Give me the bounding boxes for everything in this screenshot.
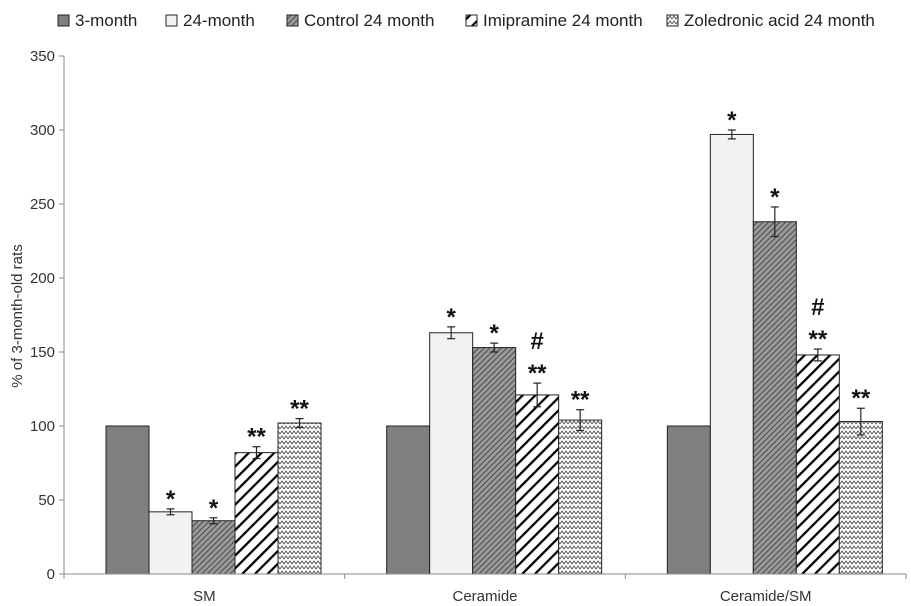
significance-marker: ** <box>851 385 870 412</box>
legend-swatch <box>666 14 679 27</box>
significance-marker: * <box>446 304 456 331</box>
y-tick-label: 200 <box>30 270 55 287</box>
y-tick-label: 350 <box>30 48 55 65</box>
legend-label: Control 24 month <box>304 11 434 30</box>
x-category-label: SM <box>193 588 216 605</box>
bar <box>472 347 517 575</box>
bar <box>666 425 711 575</box>
legend-label: Zoledronic acid 24 month <box>684 11 875 30</box>
significance-marker: # <box>811 294 824 321</box>
significance-marker: ** <box>528 360 547 387</box>
y-tick-label: 250 <box>30 196 55 213</box>
significance-marker: ** <box>290 396 309 423</box>
y-tick-label: 300 <box>30 122 55 139</box>
significance-marker: * <box>727 107 737 134</box>
bar <box>515 394 560 575</box>
bar <box>429 332 474 575</box>
significance-marker: * <box>166 486 176 513</box>
y-axis: 0 50 100 150 200 250 300 350 <box>30 48 65 583</box>
legend: 3-month 24-month Control 24 month Imipramin… <box>57 11 875 30</box>
legend-label: 24-month <box>183 11 255 30</box>
bar <box>234 452 279 575</box>
y-tick-label: 0 <box>47 566 55 583</box>
legend-label: 3-month <box>75 11 137 30</box>
y-tick-label: 100 <box>30 418 55 435</box>
significance-marker: * <box>489 320 499 347</box>
significance-marker: ** <box>571 387 590 414</box>
significance-marker: ** <box>808 326 827 353</box>
bar <box>105 425 150 575</box>
legend-swatch <box>165 14 178 27</box>
x-category-label: Ceramide <box>452 588 517 605</box>
bars: * *********#******#** <box>105 107 883 575</box>
bar <box>148 511 193 575</box>
y-tick-label: 50 <box>38 492 55 509</box>
significance-marker: ** <box>247 424 266 451</box>
bar <box>386 425 431 575</box>
significance-marker: # <box>530 328 543 355</box>
y-tick-label: 150 <box>30 344 55 361</box>
bar <box>191 520 236 575</box>
x-axis: SM Ceramide Ceramide/SM <box>63 573 907 605</box>
legend-label: Imipramine 24 month <box>483 11 643 30</box>
bar <box>752 221 797 575</box>
significance-marker: * <box>209 495 219 522</box>
y-axis-title: % of 3-month-old rats <box>9 244 26 387</box>
bar <box>277 422 322 575</box>
bar <box>838 421 883 575</box>
legend-swatch <box>286 14 299 27</box>
significance-marker: * <box>770 184 780 211</box>
legend-swatch <box>465 14 478 27</box>
x-category-label: Ceramide/SM <box>720 588 812 605</box>
bar <box>558 419 603 575</box>
bar <box>709 133 754 575</box>
bar <box>795 354 840 575</box>
legend-swatch <box>57 14 70 27</box>
